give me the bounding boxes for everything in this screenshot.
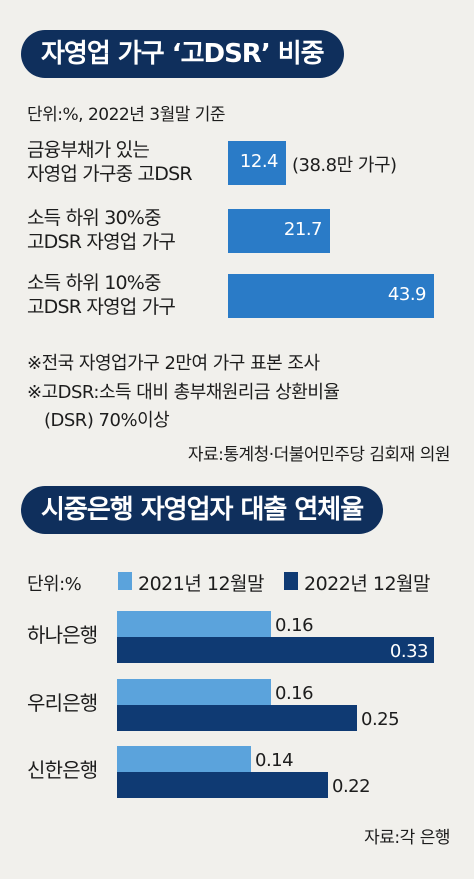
chart1-category-label: 고DSR 자영업 가구 xyxy=(27,296,176,318)
chart2-source: 자료:각 은행 xyxy=(364,828,450,848)
chart2-bar-value: 0.22 xyxy=(332,776,371,797)
chart2-legend-label: 2021년 12월말 xyxy=(138,573,265,595)
chart1-category-label: 소득 하위 30%중 xyxy=(27,207,162,229)
chart1-unit-note: 단위:%, 2022년 3월말 기준 xyxy=(27,105,226,125)
chart2-legend-swatch xyxy=(118,572,132,590)
chart1-note-1: ※전국 자영업가구 2만여 가구 표본 조사 xyxy=(27,353,320,374)
chart1-category-label: 자영업 가구중 고DSR xyxy=(27,163,193,185)
chart1-annotation: (38.8만 가구) xyxy=(292,155,397,176)
chart2-category-label: 우리은행 xyxy=(27,691,98,715)
chart2-category-label: 신한은행 xyxy=(27,758,98,782)
chart2-category-label: 하나은행 xyxy=(27,623,98,647)
chart2-legend-swatch xyxy=(284,572,298,590)
chart2-title: 시중은행 자영업자 대출 연체율 xyxy=(21,486,384,534)
chart2-bar xyxy=(117,611,271,637)
chart1-category-label: 소득 하위 10%중 xyxy=(27,272,162,294)
chart1-note-3: (DSR) 70%이상 xyxy=(44,410,170,431)
chart2-bar xyxy=(117,637,434,663)
chart1-category-label: 금융부채가 있는 xyxy=(27,139,150,161)
chart2-unit-note: 단위:% xyxy=(27,574,82,595)
chart1-source: 자료:통계청·더불어민주당 김회재 의원 xyxy=(187,445,451,465)
chart1-bar xyxy=(228,209,330,253)
chart1-category-label: 고DSR 자영업 가구 xyxy=(27,231,176,253)
chart1-note-2: ※고DSR:소득 대비 총부채원리금 상환비율 xyxy=(27,382,340,403)
chart2-bar-value: 0.16 xyxy=(275,683,314,704)
chart1-bar xyxy=(228,274,434,318)
chart1-bar xyxy=(228,141,286,185)
chart1-bar-value: 43.9 xyxy=(387,284,427,305)
chart2-bar-value: 0.25 xyxy=(361,709,400,730)
chart2-bar xyxy=(117,772,328,798)
chart1-bar-value: 12.4 xyxy=(239,151,279,172)
chart2-bar xyxy=(117,705,357,731)
chart2-bar xyxy=(117,679,271,705)
chart2-legend-label: 2022년 12월말 xyxy=(304,573,431,595)
chart2-bar-value: 0.16 xyxy=(275,615,314,636)
chart2-bar-value: 0.33 xyxy=(389,641,429,662)
chart1-title: 자영업 가구 ‘고DSR’ 비중 xyxy=(21,30,344,78)
chart1-bar-value: 21.7 xyxy=(283,219,323,240)
chart2-bar xyxy=(117,746,251,772)
chart2-bar-value: 0.14 xyxy=(255,750,294,771)
